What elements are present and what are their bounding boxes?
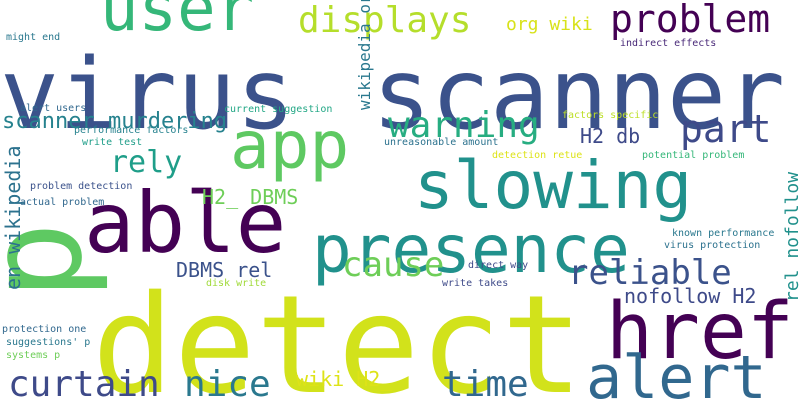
word-wiki-h2: wiki H2_	[296, 367, 393, 391]
word-nofollow-h2: nofollow H2	[624, 284, 756, 308]
word-scanner-murdering: scanner murdering	[2, 109, 227, 134]
word-warning: warning	[388, 105, 540, 146]
word-en-wikipedia: en wikipedia	[1, 146, 25, 291]
word-presence: presence	[312, 211, 630, 288]
word-direct-way: direct way	[468, 260, 528, 271]
word-potential-problem: potential problem	[642, 150, 744, 161]
word-write-takes: write takes	[442, 278, 508, 289]
word-href: href	[606, 287, 794, 377]
word-app: app	[230, 107, 349, 184]
word-detection-retue: detection retue	[492, 150, 582, 161]
word-nice: nice	[184, 364, 271, 400]
word-unreasonable-amount: unreasonable amount	[384, 137, 498, 148]
word-protection-one: protection one	[2, 324, 86, 335]
word-known-performance: known performance	[672, 228, 774, 239]
word-problem-detection: problem detection	[30, 181, 132, 192]
word-indirect-effects: indirect effects	[620, 38, 716, 49]
word-systems-p: systems p	[6, 350, 60, 361]
word-able: able	[84, 174, 286, 272]
word-org-wiki: org wiki	[506, 14, 593, 35]
word-slowing: slowing	[414, 147, 692, 224]
word-suggestions-p: suggestions' p	[6, 337, 90, 348]
word-actual-problem: actual problem	[20, 197, 104, 208]
word-detect: detect	[92, 267, 583, 400]
word-virus: virus	[0, 38, 295, 152]
word-scanner: scanner	[372, 38, 785, 152]
word-p: p	[0, 222, 111, 300]
word-might-end: might end	[6, 32, 60, 43]
word-wikipedia-org: wikipedia org	[355, 0, 374, 110]
word-virus-protection: virus protection	[664, 240, 760, 251]
word-alert-users: alert users	[20, 103, 86, 114]
word-disk-write: disk write	[206, 278, 266, 289]
word-user: user	[100, 0, 254, 46]
word-dbms-rel: DBMS rel	[176, 258, 272, 282]
word-write-test: write test	[82, 137, 142, 148]
word-current-suggestion: current suggestion	[224, 104, 332, 115]
word-performance-factors: performance factors	[74, 125, 188, 136]
word-h2-db: H2 db	[580, 124, 640, 148]
word-part: part	[680, 107, 772, 151]
word-rely: rely	[110, 145, 182, 180]
word-displays: displays	[298, 0, 471, 41]
word-reliable: reliable	[568, 253, 732, 293]
word-cause: cause	[342, 245, 444, 285]
word-time: time	[442, 364, 529, 400]
word-alert: alert	[586, 343, 767, 400]
word-curtain: curtain	[8, 364, 160, 400]
word-factors-specific: factors specific	[562, 110, 658, 121]
word-problem: problem	[610, 0, 770, 41]
word-rel-nofollow: rel nofollow	[782, 172, 800, 302]
word-h2-dbms: H2_ DBMS	[202, 185, 298, 209]
